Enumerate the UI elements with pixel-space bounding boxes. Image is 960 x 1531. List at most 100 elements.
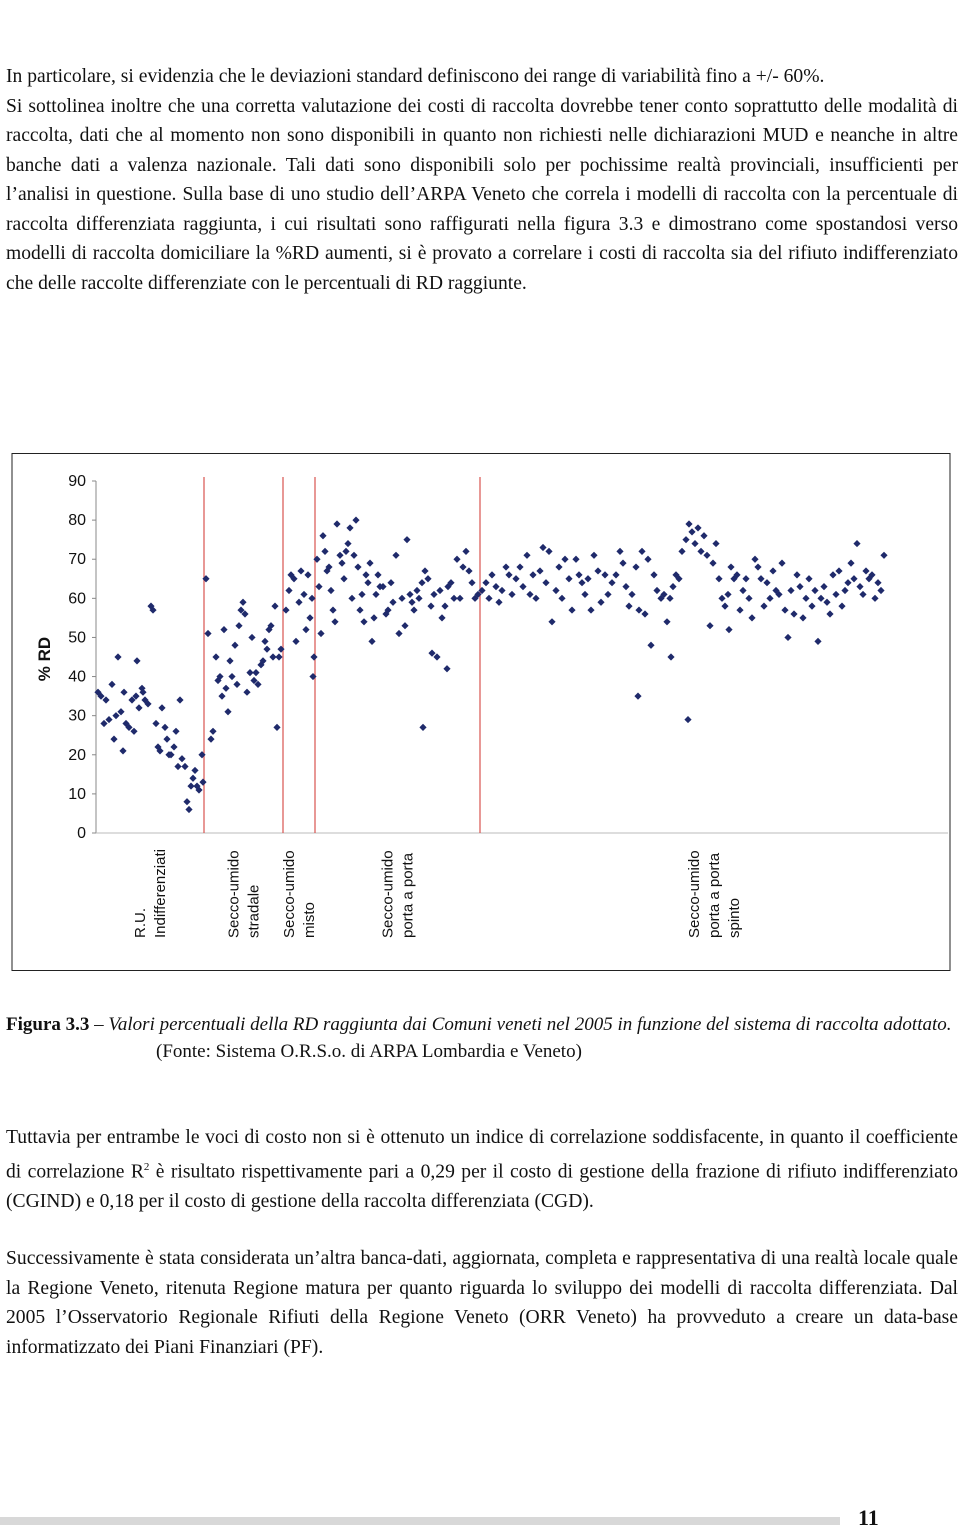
group-label: spinto <box>726 898 743 938</box>
data-point <box>387 579 395 587</box>
data-point <box>584 575 592 583</box>
data-point <box>403 536 411 544</box>
data-point <box>572 555 580 563</box>
data-point <box>398 594 406 602</box>
data-point <box>419 723 427 731</box>
data-point <box>125 723 133 731</box>
data-point <box>604 590 612 599</box>
data-point <box>612 571 620 579</box>
data-point <box>712 539 720 548</box>
data-point <box>877 586 885 595</box>
data-point <box>669 583 677 591</box>
data-point <box>769 567 777 575</box>
data-point <box>793 571 801 579</box>
data-point <box>338 559 346 567</box>
data-point <box>505 571 513 579</box>
data-point <box>430 590 438 599</box>
data-point <box>814 637 822 645</box>
data-point <box>443 665 451 673</box>
data-point <box>682 536 690 544</box>
data-point <box>158 704 166 712</box>
text: Tuttavia per entrambe le voci di costo n… <box>6 1127 958 1183</box>
data-point <box>763 579 771 587</box>
data-point <box>808 602 816 610</box>
caption-label: Figura 3.3 <box>6 1014 90 1035</box>
data-point <box>568 606 576 614</box>
data-point <box>226 657 234 665</box>
data-point <box>329 606 337 614</box>
data-point <box>178 755 186 763</box>
data-point <box>736 606 744 614</box>
data-point <box>139 688 147 696</box>
data-point <box>231 641 239 649</box>
data-point <box>302 626 310 634</box>
data-point <box>508 590 516 599</box>
y-tick-label: 30 <box>68 708 86 725</box>
data-point <box>766 594 774 602</box>
data-point <box>456 594 464 602</box>
data-point <box>239 598 247 606</box>
data-point <box>424 575 432 583</box>
data-point <box>100 719 108 728</box>
footer-bar <box>0 1517 840 1525</box>
data-point <box>187 782 195 790</box>
y-tick-label: 0 <box>77 825 86 842</box>
data-point <box>368 637 376 645</box>
group-label: porta a porta <box>400 852 417 938</box>
data-point <box>644 555 652 563</box>
data-point <box>204 629 212 638</box>
data-point <box>133 657 141 665</box>
data-point <box>725 626 733 634</box>
data-point <box>672 571 680 579</box>
data-point <box>799 614 807 622</box>
data-point <box>751 555 759 563</box>
data-point <box>374 571 382 579</box>
data-point <box>495 598 503 606</box>
data-point <box>252 669 260 677</box>
data-point <box>152 719 160 728</box>
data-point <box>250 676 258 685</box>
data-point <box>195 786 203 794</box>
data-point <box>119 747 127 755</box>
data-point <box>760 602 768 610</box>
data-point <box>529 571 537 579</box>
data-point <box>202 575 210 583</box>
data-point <box>415 594 423 602</box>
data-point <box>856 583 864 591</box>
data-point <box>647 641 655 649</box>
data-point <box>575 571 583 579</box>
data-point <box>313 555 321 563</box>
paragraph: Successivamente è stata considerata un’a… <box>6 1248 958 1358</box>
data-point <box>850 575 858 583</box>
data-point <box>167 751 175 759</box>
data-point <box>181 762 189 771</box>
data-point <box>209 727 217 735</box>
data-point <box>826 610 834 618</box>
data-point <box>350 551 358 559</box>
data-point <box>319 532 327 540</box>
data-point <box>754 563 762 571</box>
data-point <box>715 575 723 583</box>
data-point <box>465 567 473 575</box>
data-point <box>757 575 765 583</box>
data-point <box>433 653 441 661</box>
data-point <box>871 594 879 602</box>
data-point <box>130 727 138 735</box>
group-label: misto <box>301 902 318 938</box>
data-point <box>336 551 344 559</box>
data-point <box>802 594 810 602</box>
data-point <box>248 633 256 642</box>
data-point <box>727 563 735 571</box>
data-point <box>748 614 756 622</box>
data-point <box>536 567 544 575</box>
data-point <box>243 688 251 696</box>
data-point <box>170 743 178 751</box>
data-point <box>401 622 409 630</box>
data-point <box>694 524 702 532</box>
data-point <box>841 586 849 595</box>
data-point <box>555 563 563 571</box>
data-point <box>796 583 804 591</box>
data-point <box>438 614 446 622</box>
page-number: 11 <box>858 1505 879 1530</box>
data-point <box>102 696 110 704</box>
